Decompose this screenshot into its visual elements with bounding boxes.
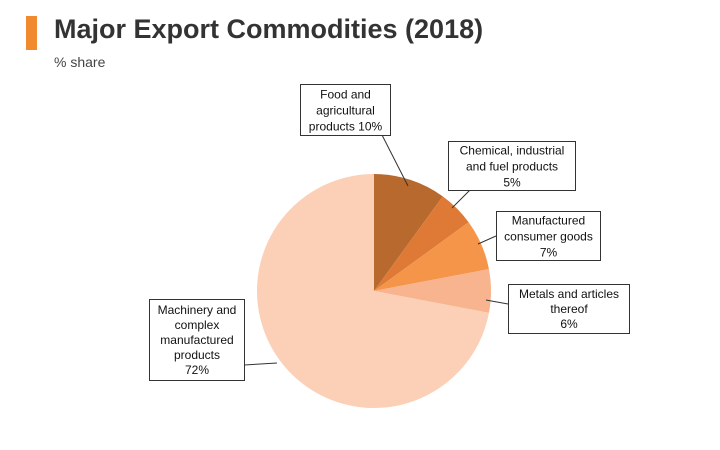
chart-title: Major Export Commodities (2018): [54, 14, 484, 44]
label-text-machinery: 72%: [185, 363, 209, 377]
label-text-metals: 6%: [560, 317, 578, 331]
label-text-machinery: complex: [175, 318, 220, 332]
label-box-food: [300, 84, 391, 136]
label-text-machinery: products: [174, 348, 220, 362]
pie-slice-machinery: [257, 174, 489, 408]
slice-label-food: Food and agricultural products 10%: [300, 84, 409, 187]
label-text-food: products 10%: [309, 120, 383, 134]
label-text-consumer: Manufactured: [512, 214, 585, 228]
label-text-consumer: 7%: [540, 246, 558, 260]
label-text-machinery: Machinery and: [158, 303, 237, 317]
leader-line-machinery: [243, 362, 278, 366]
label-text-chemical: Chemical, industrial: [460, 144, 565, 158]
leader-line-food: [381, 134, 409, 187]
label-text-chemical: and fuel products: [466, 160, 558, 174]
slice-label-consumer: Manufactured consumer goods 7%: [477, 211, 601, 261]
label-text-metals: thereof: [550, 302, 588, 316]
label-text-food: agricultural: [316, 104, 375, 118]
slice-label-chemical: Chemical, industrial and fuel products 5%: [448, 141, 576, 209]
title-accent-bar: [26, 16, 37, 50]
leader-line-chemical: [451, 189, 471, 209]
pie-slice-chemical: [374, 196, 469, 291]
pie-slice-food: [374, 174, 443, 291]
label-box-metals: [508, 284, 630, 334]
label-text-consumer: consumer goods: [504, 230, 593, 244]
label-box-consumer: [496, 211, 601, 261]
pie-slice-consumer: [374, 222, 489, 291]
label-text-food: Food and: [320, 88, 371, 102]
pie-slice-metals: [374, 269, 492, 313]
chart-subtitle: % share: [54, 54, 106, 70]
label-text-machinery: manufactured: [160, 333, 233, 347]
pie-slices: [257, 174, 492, 408]
leader-line-metals: [485, 299, 509, 305]
leader-line-consumer: [477, 235, 497, 245]
label-text-metals: Metals and articles: [519, 287, 619, 301]
label-box-machinery: [149, 299, 245, 381]
label-text-chemical: 5%: [503, 176, 521, 190]
slice-label-machinery: Machinery andcomplexmanufacturedproducts…: [149, 299, 278, 381]
label-box-chemical: [448, 141, 576, 191]
